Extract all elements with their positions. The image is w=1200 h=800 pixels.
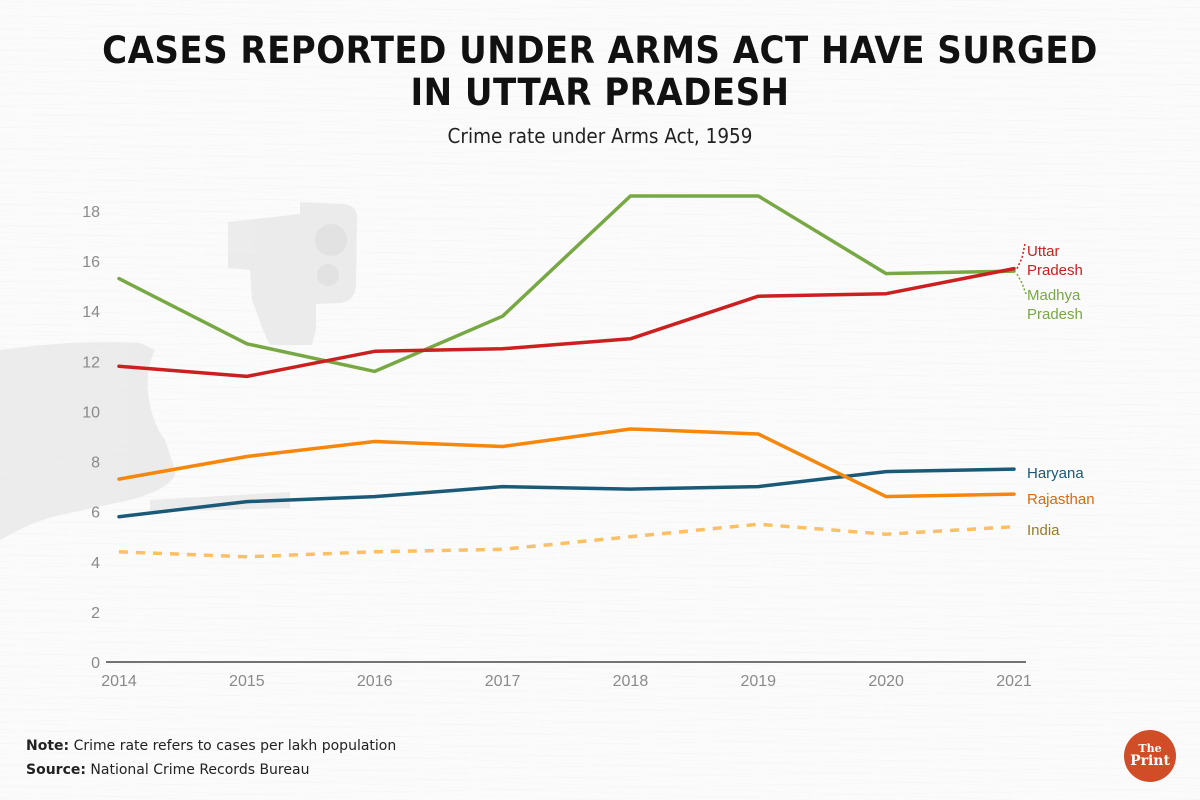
- logo-text-the: The: [1138, 742, 1162, 755]
- y-tick-label: 4: [91, 555, 100, 572]
- series-label-india: India: [1027, 522, 1060, 539]
- series-line-uttar-pradesh: [117, 266, 1016, 379]
- x-tick-label: 2020: [868, 673, 904, 690]
- label-leader-lines: [1016, 243, 1027, 295]
- logo-text-print: Print: [1130, 753, 1170, 769]
- series-line-haryana: [117, 467, 1016, 519]
- series-line-india: [118, 522, 1015, 559]
- theprint-logo: The Print: [1124, 730, 1176, 782]
- source-text: National Crime Records Bureau: [85, 762, 310, 778]
- x-tick-label: 2016: [357, 673, 393, 690]
- x-axis-ticks: 2014 2015 2016 2017 2018 2019 2020 2021: [101, 673, 1032, 690]
- source-label: Source:: [26, 762, 86, 778]
- series-label-madhya-pradesh: Pradesh: [1027, 306, 1083, 323]
- leader-line-madhya-pradesh: [1016, 273, 1027, 295]
- title-line-1: CASES REPORTED UNDER ARMS ACT HAVE SURGE…: [102, 29, 1098, 72]
- y-tick-label: 14: [82, 304, 100, 321]
- y-tick-label: 2: [91, 605, 100, 622]
- series-label-uttar-pradesh: Pradesh: [1027, 262, 1083, 279]
- series-line-rajasthan: [117, 427, 1016, 499]
- y-tick-label: 8: [91, 455, 100, 472]
- y-tick-label: 6: [91, 505, 100, 522]
- x-tick-label: 2015: [229, 673, 265, 690]
- chart-title: CASES REPORTED UNDER ARMS ACT HAVE SURGE…: [48, 30, 1152, 114]
- series-label-uttar-pradesh: Uttar: [1027, 243, 1060, 260]
- series-label-haryana: Haryana: [1027, 465, 1084, 482]
- note-text: Crime rate refers to cases per lakh popu…: [69, 738, 397, 754]
- series-line-madhya-pradesh: [117, 194, 1016, 374]
- x-tick-label: 2021: [996, 673, 1032, 690]
- x-tick-label: 2019: [740, 673, 776, 690]
- y-tick-label: 16: [82, 254, 100, 271]
- x-tick-label: 2014: [101, 673, 137, 690]
- series-labels: Madhya Pradesh Uttar Pradesh Rajasthan Haryan…: [1027, 243, 1095, 539]
- y-tick-label: 0: [91, 655, 100, 672]
- leader-line-uttar-pradesh: [1016, 243, 1026, 269]
- note-label: Note:: [26, 738, 70, 754]
- x-tick-label: 2018: [613, 673, 649, 690]
- y-tick-label: 10: [82, 404, 100, 421]
- y-tick-label: 12: [82, 354, 100, 371]
- series-label-madhya-pradesh: Madhya: [1027, 287, 1081, 304]
- footer-note: Note: Crime rate refers to cases per lak…: [26, 738, 396, 754]
- series-label-rajasthan: Rajasthan: [1027, 491, 1095, 508]
- footer-source: Source: National Crime Records Bureau: [26, 762, 309, 778]
- y-axis-ticks: 0 2 4 6 8 10 12 14 16 18: [82, 204, 100, 672]
- y-tick-label: 18: [82, 204, 100, 221]
- pistol-hand-silhouette: [0, 202, 358, 540]
- title-line-2: IN UTTAR PRADESH: [410, 71, 790, 114]
- chart-subtitle: Crime rate under Arms Act, 1959: [447, 124, 753, 148]
- series-lines: [117, 194, 1016, 559]
- x-tick-label: 2017: [485, 673, 521, 690]
